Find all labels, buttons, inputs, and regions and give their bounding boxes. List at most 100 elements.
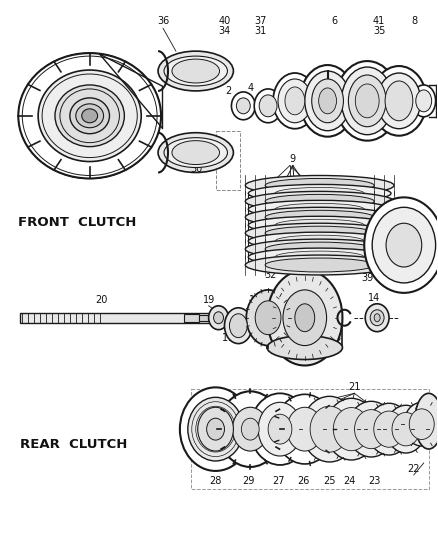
- Ellipse shape: [300, 65, 355, 136]
- Ellipse shape: [372, 207, 436, 283]
- Text: 30: 30: [191, 164, 203, 174]
- Ellipse shape: [377, 73, 421, 129]
- Ellipse shape: [355, 84, 379, 118]
- Ellipse shape: [214, 312, 223, 324]
- Text: 29: 29: [242, 476, 254, 486]
- Text: 31: 31: [254, 26, 266, 36]
- Ellipse shape: [265, 242, 374, 256]
- Text: 18: 18: [249, 295, 261, 305]
- Ellipse shape: [275, 203, 364, 215]
- Bar: [184, 314, 199, 322]
- Bar: [199, 315, 208, 321]
- Ellipse shape: [273, 73, 317, 129]
- Text: 33: 33: [361, 263, 373, 273]
- Text: 2: 2: [225, 86, 232, 96]
- Text: 10: 10: [413, 250, 425, 260]
- Ellipse shape: [265, 179, 374, 192]
- Ellipse shape: [248, 232, 391, 250]
- Ellipse shape: [275, 394, 335, 464]
- Text: FRONT  CLUTCH: FRONT CLUTCH: [18, 216, 136, 229]
- Ellipse shape: [342, 67, 393, 135]
- Text: 17: 17: [222, 333, 235, 343]
- Text: 39: 39: [361, 273, 373, 283]
- Ellipse shape: [248, 184, 391, 203]
- Ellipse shape: [374, 314, 380, 322]
- Ellipse shape: [265, 258, 374, 272]
- Ellipse shape: [295, 304, 314, 332]
- Ellipse shape: [283, 290, 327, 345]
- Ellipse shape: [245, 223, 394, 243]
- Text: 40: 40: [219, 17, 231, 26]
- Ellipse shape: [325, 398, 377, 460]
- Text: 41: 41: [373, 17, 385, 26]
- Ellipse shape: [38, 70, 141, 161]
- Ellipse shape: [245, 175, 394, 196]
- Ellipse shape: [265, 211, 374, 224]
- Ellipse shape: [305, 71, 350, 131]
- Ellipse shape: [246, 290, 290, 345]
- Ellipse shape: [404, 402, 438, 446]
- Ellipse shape: [172, 59, 219, 83]
- Text: 6: 6: [332, 17, 338, 26]
- Ellipse shape: [250, 393, 310, 465]
- Text: 24: 24: [343, 476, 356, 486]
- Text: 26: 26: [297, 476, 310, 486]
- Text: REAR  CLUTCH: REAR CLUTCH: [20, 438, 127, 450]
- Ellipse shape: [364, 197, 438, 293]
- Ellipse shape: [248, 216, 391, 234]
- Text: 14: 14: [368, 293, 380, 303]
- Ellipse shape: [275, 235, 364, 247]
- Ellipse shape: [275, 219, 364, 231]
- Ellipse shape: [55, 85, 124, 147]
- Ellipse shape: [259, 95, 277, 117]
- Ellipse shape: [278, 79, 312, 123]
- Text: 23: 23: [368, 476, 380, 486]
- Ellipse shape: [265, 195, 374, 208]
- Text: 20: 20: [95, 295, 108, 305]
- Text: 32: 32: [264, 270, 276, 280]
- Text: 13: 13: [330, 333, 343, 343]
- Ellipse shape: [374, 411, 404, 447]
- Text: 19: 19: [202, 295, 215, 305]
- Ellipse shape: [248, 200, 391, 218]
- Ellipse shape: [245, 191, 394, 211]
- Text: 35: 35: [373, 26, 385, 36]
- Ellipse shape: [245, 207, 394, 227]
- Ellipse shape: [207, 418, 225, 440]
- Text: 11: 11: [306, 293, 318, 303]
- Ellipse shape: [158, 133, 233, 173]
- Ellipse shape: [267, 270, 343, 366]
- Ellipse shape: [310, 406, 349, 452]
- Bar: [20, 313, 214, 322]
- Ellipse shape: [245, 239, 394, 259]
- Ellipse shape: [18, 53, 161, 179]
- Ellipse shape: [386, 405, 426, 453]
- Text: 21: 21: [348, 382, 360, 392]
- Ellipse shape: [333, 408, 369, 451]
- Ellipse shape: [371, 66, 427, 136]
- Text: 25: 25: [323, 476, 336, 486]
- Ellipse shape: [285, 87, 305, 115]
- Text: 28: 28: [209, 476, 222, 486]
- Ellipse shape: [365, 304, 389, 332]
- Text: 37: 37: [254, 17, 266, 26]
- Ellipse shape: [265, 226, 374, 240]
- Ellipse shape: [385, 81, 413, 121]
- Ellipse shape: [275, 188, 364, 199]
- Text: 27: 27: [272, 476, 284, 486]
- Ellipse shape: [302, 397, 357, 462]
- Ellipse shape: [386, 223, 422, 267]
- Ellipse shape: [198, 407, 233, 451]
- Ellipse shape: [354, 410, 388, 449]
- Ellipse shape: [312, 79, 343, 123]
- Ellipse shape: [82, 109, 98, 123]
- Ellipse shape: [230, 314, 247, 337]
- Ellipse shape: [367, 403, 411, 455]
- Ellipse shape: [219, 391, 282, 467]
- Text: 38: 38: [284, 270, 296, 280]
- Ellipse shape: [370, 310, 384, 326]
- Ellipse shape: [188, 397, 244, 461]
- Ellipse shape: [254, 89, 282, 123]
- Ellipse shape: [237, 98, 250, 114]
- Ellipse shape: [231, 92, 255, 120]
